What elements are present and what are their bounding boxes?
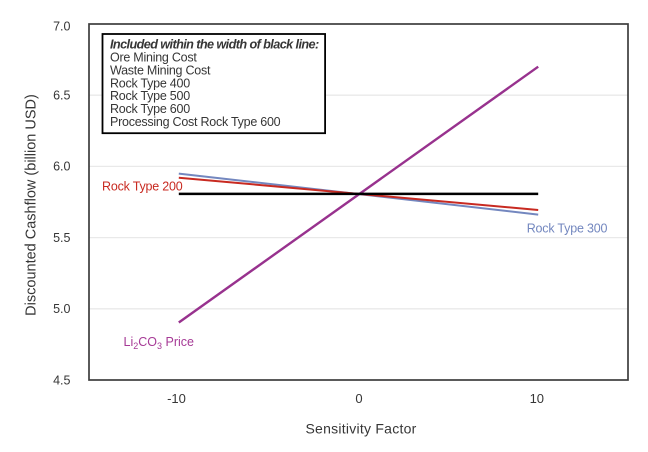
svg-text:Rock Type 200: Rock Type 200 <box>102 180 183 194</box>
svg-text:5.5: 5.5 <box>53 231 70 245</box>
svg-text:Included within the width of b: Included within the width of black line: <box>110 38 319 52</box>
svg-text:-10: -10 <box>167 391 186 406</box>
svg-text:Processing Cost Rock Type 600: Processing Cost Rock Type 600 <box>110 115 281 129</box>
svg-text:7.0: 7.0 <box>53 19 70 33</box>
svg-text:Sensitivity Factor: Sensitivity Factor <box>305 421 416 437</box>
svg-text:Rock Type 400: Rock Type 400 <box>110 76 190 90</box>
svg-text:0: 0 <box>355 391 362 406</box>
svg-text:Waste Mining Cost: Waste Mining Cost <box>110 63 211 77</box>
svg-text:10: 10 <box>530 391 544 406</box>
svg-text:Discounted Cashflow (billion U: Discounted Cashflow (billion USD) <box>24 94 40 316</box>
svg-text:5.0: 5.0 <box>53 302 70 316</box>
svg-text:Rock Type 300: Rock Type 300 <box>527 221 608 235</box>
svg-text:6.0: 6.0 <box>53 160 70 174</box>
svg-text:Rock Type 600: Rock Type 600 <box>110 102 190 116</box>
svg-text:Li2CO3 Price: Li2CO3 Price <box>124 335 195 351</box>
svg-text:4.5: 4.5 <box>53 373 70 387</box>
svg-text:6.5: 6.5 <box>53 89 70 103</box>
svg-text:Rock Type 500: Rock Type 500 <box>110 89 190 103</box>
svg-text:Ore Mining Cost: Ore Mining Cost <box>110 50 197 64</box>
